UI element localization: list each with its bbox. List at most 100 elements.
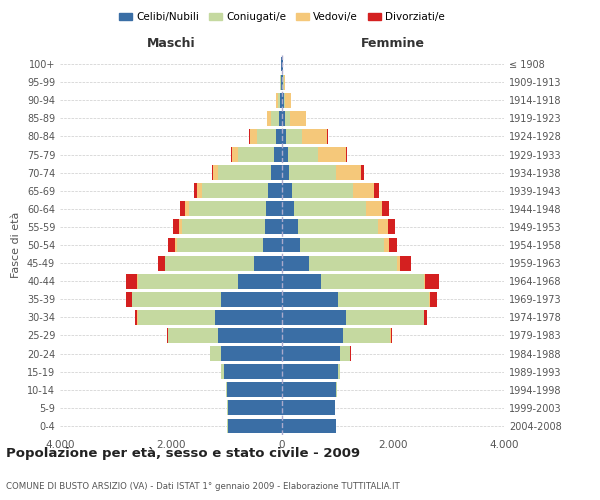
Bar [189, 202, 266, 216]
Bar [250, 129, 257, 144]
Bar [308, 256, 397, 270]
Bar [213, 165, 218, 180]
Bar [400, 256, 412, 270]
Bar [167, 328, 168, 343]
Bar [282, 292, 337, 306]
Bar [126, 274, 137, 288]
Bar [271, 111, 278, 126]
Bar [280, 74, 281, 90]
Bar [175, 238, 176, 252]
Bar [378, 220, 388, 234]
Bar [268, 184, 282, 198]
Bar [218, 328, 282, 343]
Bar [168, 328, 218, 343]
Bar [274, 147, 282, 162]
Bar [238, 274, 282, 288]
Bar [286, 129, 302, 144]
Bar [282, 202, 294, 216]
Bar [389, 238, 397, 252]
Bar [285, 111, 290, 126]
Bar [292, 184, 353, 198]
Bar [221, 364, 224, 379]
Bar [164, 256, 166, 270]
Bar [282, 93, 284, 108]
Bar [388, 220, 395, 234]
Bar [282, 74, 283, 90]
Bar [257, 129, 277, 144]
Bar [282, 111, 285, 126]
Bar [284, 74, 285, 90]
Bar [173, 220, 179, 234]
Bar [278, 111, 282, 126]
Bar [137, 310, 215, 325]
Bar [194, 184, 197, 198]
Bar [282, 256, 308, 270]
Bar [282, 129, 286, 144]
Bar [382, 202, 389, 216]
Bar [282, 165, 289, 180]
Bar [167, 238, 175, 252]
Bar [282, 310, 346, 325]
Bar [215, 310, 282, 325]
Bar [281, 74, 282, 90]
Bar [298, 220, 378, 234]
Bar [221, 346, 282, 361]
Bar [361, 165, 364, 180]
Bar [179, 220, 182, 234]
Bar [267, 111, 271, 126]
Text: Popolazione per età, sesso e stato civile - 2009: Popolazione per età, sesso e stato civil… [6, 448, 360, 460]
Bar [425, 274, 439, 288]
Bar [134, 310, 137, 325]
Bar [282, 220, 298, 234]
Bar [367, 202, 382, 216]
Bar [353, 184, 374, 198]
Bar [282, 274, 321, 288]
Bar [346, 310, 424, 325]
Y-axis label: Fasce di età: Fasce di età [11, 212, 21, 278]
Bar [224, 364, 282, 379]
Bar [265, 220, 282, 234]
Bar [327, 129, 328, 144]
Bar [185, 202, 189, 216]
Bar [271, 165, 282, 180]
Bar [284, 93, 286, 108]
Bar [282, 238, 301, 252]
Legend: Celibi/Nubili, Coniugati/e, Vedovi/e, Divorziati/e: Celibi/Nubili, Coniugati/e, Vedovi/e, Di… [115, 8, 449, 26]
Bar [232, 147, 238, 162]
Bar [218, 165, 271, 180]
Bar [278, 93, 280, 108]
Bar [127, 292, 132, 306]
Bar [294, 202, 367, 216]
Bar [429, 292, 430, 306]
Bar [212, 165, 213, 180]
Bar [282, 400, 335, 415]
Bar [210, 346, 221, 361]
Bar [227, 382, 282, 397]
Text: COMUNE DI BUSTO ARSIZIO (VA) - Dati ISTAT 1° gennaio 2009 - Elaborazione TUTTITA: COMUNE DI BUSTO ARSIZIO (VA) - Dati ISTA… [6, 482, 400, 491]
Bar [301, 238, 383, 252]
Bar [282, 418, 336, 434]
Bar [282, 364, 337, 379]
Bar [277, 129, 282, 144]
Bar [282, 147, 287, 162]
Bar [290, 111, 306, 126]
Bar [197, 184, 202, 198]
Bar [318, 147, 346, 162]
Text: Femmine: Femmine [361, 36, 425, 50]
Bar [231, 147, 232, 162]
Bar [383, 238, 389, 252]
Bar [343, 328, 390, 343]
Bar [238, 147, 274, 162]
Bar [227, 400, 282, 415]
Bar [132, 292, 221, 306]
Bar [263, 238, 282, 252]
Bar [282, 328, 343, 343]
Bar [158, 256, 164, 270]
Bar [280, 93, 282, 108]
Bar [321, 274, 424, 288]
Bar [176, 238, 263, 252]
Bar [282, 184, 292, 198]
Bar [337, 292, 429, 306]
Bar [266, 202, 282, 216]
Bar [337, 364, 340, 379]
